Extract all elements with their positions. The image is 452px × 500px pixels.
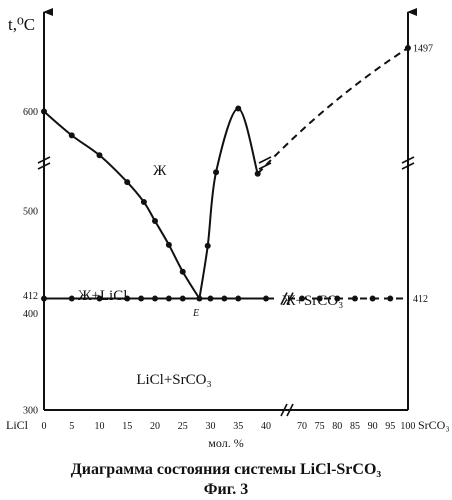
liquidus-licl-curve: [44, 112, 199, 299]
liquidus-srco3-point-2: [213, 169, 219, 175]
y-tick-400: 400: [23, 309, 38, 320]
x-tick-80: 80: [332, 421, 342, 432]
y-tick-300: 300: [23, 406, 38, 417]
liquidus-licl-point-2: [97, 152, 103, 158]
liquidus-licl-point-1: [69, 132, 75, 138]
x-axis-label: мол. %: [208, 436, 243, 450]
x-tick-5: 5: [69, 421, 74, 432]
solidus-point-4: [138, 296, 144, 302]
x-tick-95: 95: [385, 421, 395, 432]
x-tick-25: 25: [178, 421, 188, 432]
right-y-tick-412: 412: [413, 294, 428, 305]
curve-break-stroke: [259, 163, 271, 169]
region-solid: LiCl+SrCO₃: [136, 372, 211, 388]
solidus-point-5: [152, 296, 158, 302]
solidus-point-0: [41, 296, 47, 302]
region-liquid: Ж: [153, 163, 167, 179]
solidus-point-11: [235, 296, 241, 302]
srco3-melting-point: [405, 45, 411, 51]
x-tick-labels: 0 5 10 15 20 25 30 35 40 70 75 80 85 90 95 100: [42, 421, 416, 432]
x-tick-100: 100: [400, 421, 415, 432]
x-tick-75: 75: [315, 421, 325, 432]
liquidus-srco3-point-4: [255, 171, 261, 177]
right-y-tick-1497: 1497: [413, 44, 433, 55]
solidus-point-6: [166, 296, 172, 302]
region-liquid-licl: Ж+LiCl: [78, 288, 127, 304]
liquidus-licl-point-0: [41, 109, 47, 115]
right-y-tick-labels: 412 1497: [413, 44, 433, 306]
solidus-point-16: [352, 296, 358, 302]
liquidus-srco3-point-3: [235, 106, 241, 112]
x-tick-15: 15: [122, 421, 132, 432]
liquidus-srco3-curve: [199, 109, 257, 299]
liquidus-licl-point-5: [152, 218, 158, 224]
liquidus-srco3-point-1: [205, 243, 211, 249]
x-tick-30: 30: [206, 421, 216, 432]
solidus-point-18: [387, 296, 393, 302]
y-tick-labels: 300 400 412 500 600: [23, 107, 38, 417]
solidus-point-12: [263, 296, 269, 302]
x-tick-85: 85: [350, 421, 360, 432]
data-points: [41, 45, 411, 302]
figure-title: Диаграмма состояния системы LiCl-SrCO₃: [71, 461, 382, 478]
solidus-point-9: [208, 296, 214, 302]
solidus-point-17: [370, 296, 376, 302]
x-tick-10: 10: [95, 421, 105, 432]
liquidus-srco3-dashed-curve: [258, 48, 408, 174]
x-tick-40: 40: [261, 421, 271, 432]
solidus-point-10: [221, 296, 227, 302]
liquidus-licl-point-3: [124, 179, 130, 185]
solidus-point-1: [69, 296, 75, 302]
liquidus-licl-point-4: [141, 199, 147, 205]
axis-breaks: [38, 157, 414, 416]
y-tick-412: 412: [23, 291, 38, 302]
x-tick-0: 0: [42, 421, 47, 432]
x-tick-20: 20: [150, 421, 160, 432]
y-axis-label: t,⁰C: [8, 15, 35, 34]
y-tick-600: 600: [23, 107, 38, 118]
figure-caption: Фиг. 3: [204, 481, 248, 498]
y-tick-500: 500: [23, 207, 38, 218]
liquidus-licl-point-6: [166, 242, 172, 248]
solidus-point-7: [180, 296, 186, 302]
eutectic-label: E: [192, 308, 199, 319]
x-tick-70: 70: [297, 421, 307, 432]
right-component-label: SrCO₃: [418, 418, 450, 432]
left-component-label: LiCl: [6, 418, 29, 432]
liquidus-licl-point-7: [180, 269, 186, 275]
solidus-point-8: [196, 296, 202, 302]
x-tick-90: 90: [368, 421, 378, 432]
region-liquid-srco3: Ж+SrCO₃: [282, 293, 343, 309]
x-tick-35: 35: [233, 421, 243, 432]
